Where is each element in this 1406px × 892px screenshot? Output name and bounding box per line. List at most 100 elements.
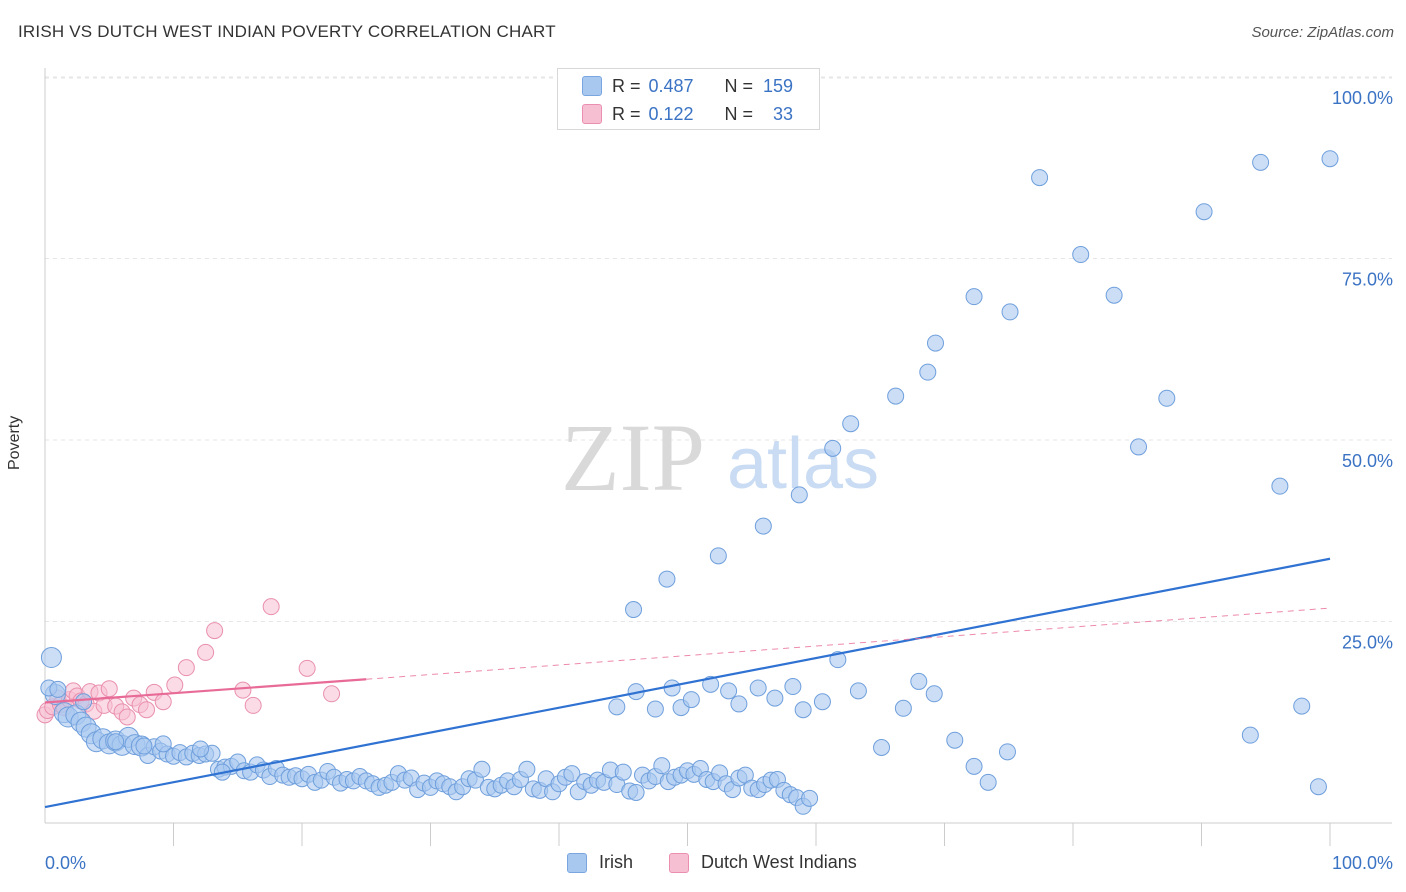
- irish-point-170: [1252, 153, 1270, 171]
- irish-point-161: [927, 334, 945, 352]
- n-label: N =: [724, 75, 754, 96]
- irish-point-134: [702, 675, 720, 693]
- irish-point-158: [842, 415, 860, 433]
- chart-title: IRISH VS DUTCH WEST INDIAN POVERTY CORRE…: [18, 22, 556, 41]
- stats-legend-row-irish: R = 0.487 N = 159: [582, 73, 793, 99]
- y-tick-label-100: 100.0%: [1332, 88, 1393, 108]
- dutch-point-18: [118, 708, 136, 726]
- irish-point-145: [894, 699, 912, 717]
- irish-point-157: [824, 439, 842, 457]
- dutch-point-27: [206, 622, 224, 640]
- irish-point-122: [75, 693, 93, 711]
- legend-label-irish: Irish: [599, 852, 634, 872]
- y-tick-label-50: 50.0%: [1342, 451, 1393, 471]
- irish-legend-swatch: [567, 852, 587, 873]
- dutch-point-29: [244, 696, 262, 714]
- irish-point-138: [766, 689, 784, 707]
- irish-point-149: [965, 757, 983, 775]
- irish-point-96: [653, 757, 671, 775]
- irish-swatch: [582, 76, 602, 96]
- irish-point-133: [682, 691, 700, 709]
- irish-point-68: [473, 760, 491, 778]
- n-label: N =: [724, 103, 754, 124]
- stats-legend-row-dutch: R = 0.122 N = 33: [582, 101, 793, 127]
- irish-point-124: [135, 737, 153, 755]
- dutch-point-15: [100, 680, 118, 698]
- irish-point-130: [646, 700, 664, 718]
- y-tick-label-75: 75.0%: [1342, 270, 1393, 290]
- irish-point-162: [965, 288, 983, 306]
- irish-point-167: [1130, 438, 1148, 456]
- dutch-point-30: [262, 598, 280, 616]
- irish-point-119: [801, 789, 819, 807]
- irish-point-82: [563, 765, 581, 783]
- legend-item-irish[interactable]: Irish: [567, 852, 633, 873]
- irish-point-90: [614, 763, 632, 781]
- irish-trend-line: [44, 557, 1331, 809]
- irish-point-75: [518, 760, 536, 778]
- dutch-point-26: [197, 643, 215, 661]
- irish-point-92: [627, 784, 645, 802]
- irish-point-151: [998, 743, 1016, 761]
- irish-point-163: [1001, 303, 1019, 321]
- dutch-point-23: [154, 693, 172, 711]
- irish-point-126: [191, 740, 209, 758]
- irish-point-139: [784, 678, 802, 696]
- irish-point-175: [1309, 778, 1327, 796]
- irish-point-136: [730, 695, 748, 713]
- dutch-west-indians-legend-swatch: [669, 852, 689, 873]
- irish-point-172: [1271, 477, 1289, 495]
- irish-point-160: [919, 363, 937, 381]
- irish-point-174: [1293, 697, 1311, 715]
- n-value: 33: [773, 103, 794, 124]
- irish-point-165: [1072, 246, 1090, 264]
- r-value: 0.487: [648, 75, 694, 96]
- irish-point-121: [49, 680, 67, 698]
- x-tick-label-0: 0.0%: [45, 853, 86, 873]
- dutch-west-indians-swatch: [582, 104, 602, 124]
- r-label: R =: [612, 75, 641, 96]
- legend-label-dutch-west-indians: Dutch West Indians: [701, 852, 857, 872]
- watermark: ZIP atlas: [561, 404, 879, 511]
- legend-item-dutch-west-indians[interactable]: Dutch West Indians: [669, 852, 857, 873]
- dutch-point-21: [138, 701, 156, 719]
- watermark-zip: ZIP: [561, 404, 705, 511]
- irish-points: [40, 150, 1339, 815]
- grid-lines: [45, 76, 1392, 622]
- irish-point-164: [1031, 169, 1049, 187]
- trend-lines: [44, 557, 1331, 809]
- dutch-point-25: [177, 659, 195, 677]
- irish-point-140: [794, 701, 812, 719]
- axes: [44, 68, 1392, 846]
- tick-labels: 25.0% 50.0% 75.0% 100.0% 0.0% 100.0%: [45, 88, 1393, 873]
- irish-point-135: [720, 682, 738, 700]
- irish-point-152: [625, 601, 643, 619]
- irish-point-169: [1195, 203, 1213, 221]
- irish-point-0: [40, 646, 62, 668]
- stats-legend: R = 0.487 N = 159 R = 0.122 N = 33: [557, 68, 820, 130]
- irish-point-143: [849, 682, 867, 700]
- irish-point-128: [608, 698, 626, 716]
- r-label: R =: [612, 103, 641, 124]
- irish-point-168: [1158, 389, 1176, 407]
- irish-point-171: [1321, 150, 1339, 168]
- irish-point-141: [813, 693, 831, 711]
- irish-point-156: [790, 486, 808, 504]
- irish-point-159: [887, 387, 905, 405]
- irish-point-137: [749, 679, 767, 697]
- irish-point-173: [1241, 726, 1259, 744]
- irish-point-153: [658, 570, 676, 588]
- dutch-point-31: [298, 659, 316, 677]
- irish-point-154: [709, 547, 727, 565]
- x-tick-label-100: 100.0%: [1332, 853, 1393, 873]
- irish-point-125: [154, 735, 172, 753]
- irish-point-155: [754, 517, 772, 535]
- irish-point-148: [946, 731, 964, 749]
- irish-point-150: [979, 773, 997, 791]
- irish-point-146: [910, 672, 928, 690]
- chart-source: Source: ZipAtlas.com: [1251, 24, 1394, 41]
- n-value: 159: [763, 75, 794, 96]
- irish-point-166: [1105, 286, 1123, 304]
- irish-point-144: [873, 738, 891, 756]
